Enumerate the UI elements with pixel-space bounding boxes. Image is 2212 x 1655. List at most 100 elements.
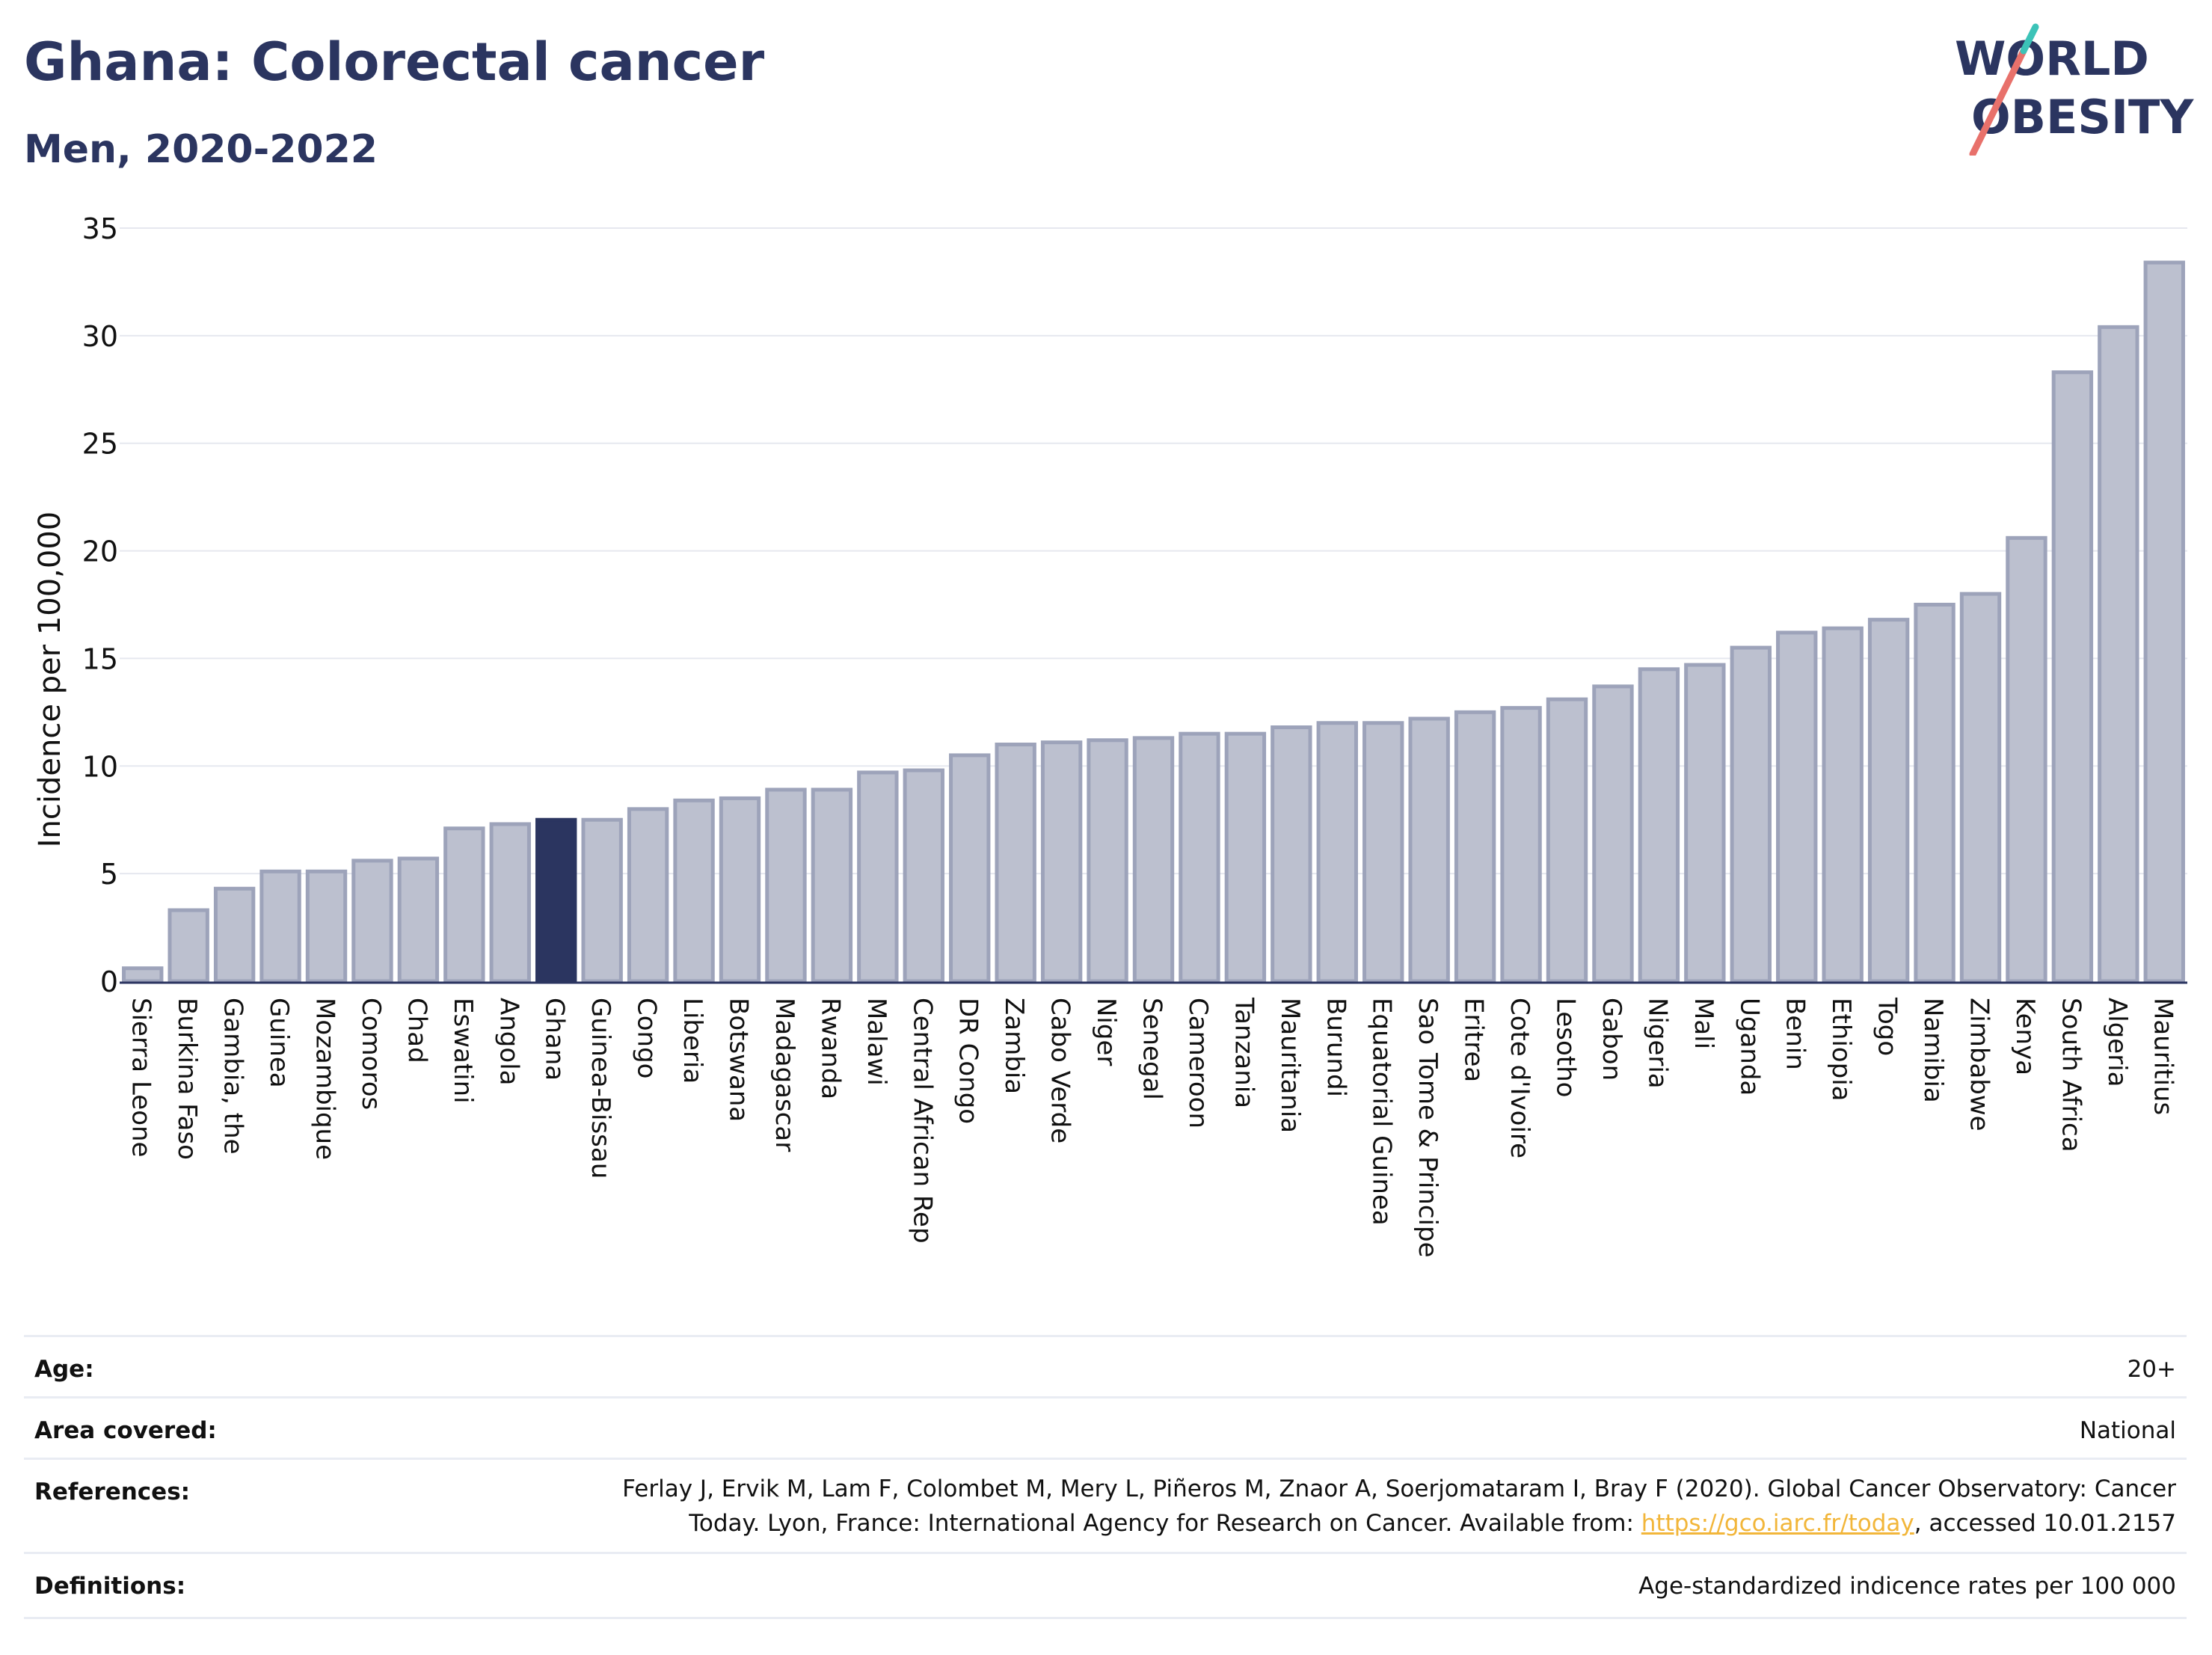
y-tick-label: 15 xyxy=(82,642,118,675)
reference-line-1: Ferlay J, Ervik M, Lam F, Colombet M, Me… xyxy=(622,1476,2176,1502)
x-tick-label: Senegal xyxy=(1137,998,1167,1100)
x-tick-label: Botswana xyxy=(724,998,754,1122)
x-tick-label: Eritrea xyxy=(1459,998,1489,1082)
x-tick-label: Mozambique xyxy=(310,998,340,1160)
x-tick-label: Central African Rep xyxy=(907,998,937,1244)
x-tick-label: Zambia xyxy=(999,998,1029,1094)
bar-cameroon xyxy=(1179,731,1220,983)
x-tick-label: Cameroon xyxy=(1183,998,1213,1129)
bar-ethiopia xyxy=(1822,626,1864,983)
x-tick-label: Sierra Leone xyxy=(126,998,156,1157)
x-tick-label: Tanzania xyxy=(1229,997,1259,1108)
bar-guinea-bissau xyxy=(581,817,623,983)
info-label-references: References: xyxy=(34,1479,191,1505)
x-tick-label: Mali xyxy=(1689,998,1718,1049)
bar-sao-tome-principe xyxy=(1408,716,1450,983)
bar-benin xyxy=(1776,630,1818,983)
bar-kenya xyxy=(2006,535,2047,983)
logo-slash-teal xyxy=(2020,23,2039,55)
x-tick-label: Algeria xyxy=(2102,998,2132,1087)
bar-eritrea xyxy=(1454,710,1496,983)
x-tick-label: Chad xyxy=(402,998,431,1063)
x-tick-label: Madagascar xyxy=(769,998,799,1152)
info-value-area: National xyxy=(2079,1417,2176,1444)
x-tick-label: Malawi xyxy=(861,998,891,1086)
logo-text-obesity: OBESITY xyxy=(1971,90,2194,144)
bar-cabo-verde xyxy=(1040,740,1083,983)
y-tick-label: 0 xyxy=(100,965,118,998)
bar-mauritius xyxy=(2143,260,2185,983)
y-tick-label: 10 xyxy=(82,750,118,783)
info-value-references: Ferlay J, Ervik M, Lam F, Colombet M, Me… xyxy=(622,1472,2176,1541)
bar-gabon xyxy=(1592,684,1634,983)
bars xyxy=(122,260,2185,983)
bar-mauritania xyxy=(1271,725,1312,983)
bar-central-african-rep xyxy=(903,768,944,983)
x-tick-label: Sao Tome & Principe xyxy=(1413,998,1443,1258)
bar-eswatini xyxy=(443,826,485,983)
y-tick-label: 5 xyxy=(100,858,118,891)
x-tick-label: Liberia xyxy=(678,998,707,1084)
y-axis-ticks: 0 5 10 15 20 25 30 35 xyxy=(82,212,118,998)
x-axis-ticks: Sierra Leone Burkina Faso Gambia, the Guine… xyxy=(126,997,2178,1258)
bar-gambia-the xyxy=(213,886,256,983)
x-tick-label: Namibia xyxy=(1918,998,1948,1103)
bar-chart: 0 5 10 15 20 25 30 35 Incidence per 100,000 Sie… xyxy=(33,212,2187,1258)
x-tick-label: Lesotho xyxy=(1551,998,1581,1097)
x-tick-label: DR Congo xyxy=(953,998,983,1124)
x-tick-label: Guinea-Bissau xyxy=(586,998,615,1179)
reference-accessed: , accessed 10.01.2157 xyxy=(1914,1510,2176,1537)
info-row-age: Age: 20+ xyxy=(24,1335,2187,1398)
bar-guinea xyxy=(259,869,301,983)
chart-subtitle: Men, 2020-2022 xyxy=(24,127,378,172)
x-tick-label: Burundi xyxy=(1321,998,1351,1097)
x-tick-label: Comoros xyxy=(356,998,386,1110)
bar-namibia xyxy=(1914,603,1956,983)
bar-togo xyxy=(1867,618,1910,983)
x-tick-label: Guinea xyxy=(264,998,294,1088)
bar-uganda xyxy=(1730,645,1772,983)
info-label-area: Area covered: xyxy=(34,1417,217,1444)
bar-south-africa xyxy=(2051,370,2094,983)
bar-congo xyxy=(627,807,669,983)
info-value-age: 20+ xyxy=(2127,1356,2176,1383)
x-tick-label: Equatorial Guinea xyxy=(1367,998,1397,1226)
x-tick-label: Mauritius xyxy=(2148,998,2178,1115)
bar-niger xyxy=(1087,738,1128,983)
reference-link[interactable]: https://gco.iarc.fr/today xyxy=(1641,1510,1914,1537)
bar-chad xyxy=(397,856,440,983)
logo-slash-red xyxy=(1969,47,2027,156)
bar-angola xyxy=(489,822,531,983)
bar-zimbabwe xyxy=(1959,592,2002,983)
bar-tanzania xyxy=(1224,731,1267,983)
x-tick-label: Kenya xyxy=(2010,998,2040,1075)
y-tick-label: 35 xyxy=(82,212,118,245)
x-tick-label: Eswatini xyxy=(448,998,478,1104)
x-tick-label: Ethiopia xyxy=(1826,998,1856,1101)
x-tick-label: Congo xyxy=(632,998,662,1078)
bar-equatorial-guinea xyxy=(1362,721,1404,983)
y-tick-label: 20 xyxy=(82,535,118,568)
bar-sierra-leone xyxy=(122,966,164,983)
reference-text: Today. Lyon, France: International Agenc… xyxy=(689,1510,1641,1537)
info-label-definitions: Definitions: xyxy=(34,1573,186,1600)
bar-zambia xyxy=(995,743,1036,983)
info-row-area: Area covered: National xyxy=(24,1396,2187,1460)
bar-lesotho xyxy=(1546,697,1588,983)
x-tick-label: Cote d'Ivoire xyxy=(1505,998,1534,1158)
info-value-definitions: Age-standardized indicence rates per 100… xyxy=(1638,1573,2176,1600)
y-axis-label: Incidence per 100,000 xyxy=(33,512,67,848)
x-tick-label: Ghana xyxy=(540,998,570,1081)
bar-cote-d-ivoire xyxy=(1500,706,1542,983)
bar-algeria xyxy=(2098,325,2139,983)
reference-line-2: Today. Lyon, France: International Agenc… xyxy=(622,1506,2176,1541)
bar-mozambique xyxy=(305,869,348,983)
info-row-definitions: Definitions: Age-standardized indicence … xyxy=(24,1552,2187,1619)
y-tick-label: 25 xyxy=(82,428,118,461)
info-row-references: References: Ferlay J, Ervik M, Lam F, Co… xyxy=(24,1458,2187,1554)
x-tick-label: Zimbabwe xyxy=(1964,998,1994,1132)
x-tick-label: Gabon xyxy=(1597,998,1626,1081)
bar-botswana xyxy=(719,796,761,983)
x-tick-label: South Africa xyxy=(2056,998,2086,1152)
x-tick-label: Burkina Faso xyxy=(172,998,202,1160)
